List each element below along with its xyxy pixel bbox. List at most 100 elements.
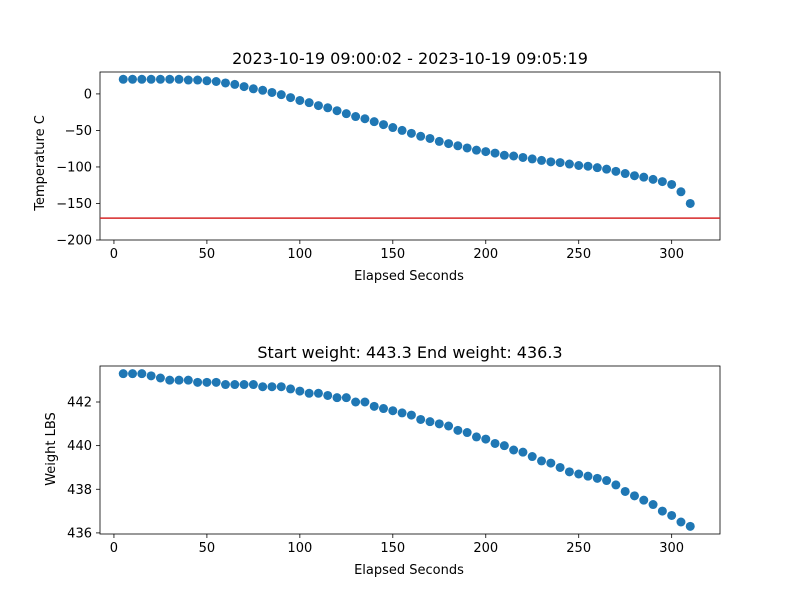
temperature-data-point — [388, 123, 398, 133]
temperature-data-point — [629, 171, 639, 181]
temperature-axis-ticks: 0 50 100 150 200 250 300 −200 −150 −100 −50 0 — [56, 87, 684, 262]
weight-x-tick-label: 150 — [380, 541, 405, 556]
temperature-data-point — [193, 75, 203, 85]
temperature-data-point — [146, 74, 156, 84]
temperature-data-point — [592, 163, 602, 173]
temperature-data-point — [648, 174, 658, 184]
weight-data-point — [323, 390, 333, 400]
temperature-data-point — [379, 120, 389, 130]
weight-data-point — [174, 375, 184, 385]
temperature-data-point — [546, 157, 556, 167]
weight-plot-ylabel: Weight LBS — [44, 412, 59, 486]
weight-data-point — [220, 380, 230, 390]
temperature-x-tick-label: 200 — [473, 247, 498, 262]
weight-data-point — [639, 495, 649, 505]
temperature-data-point — [174, 74, 184, 84]
temperature-y-tick-label: −200 — [56, 234, 92, 249]
weight-data-point — [546, 458, 556, 468]
temperature-data-point — [425, 133, 435, 143]
weight-plot: Start weight: 443.3 End weight: 436.3 El… — [44, 343, 721, 578]
temperature-y-tick-label: −50 — [65, 124, 92, 139]
temperature-data-point — [416, 131, 426, 141]
weight-data-point — [313, 388, 323, 398]
temperature-data-point — [620, 169, 630, 179]
weight-data-point — [369, 401, 379, 411]
temperature-axes-frame — [99, 71, 721, 241]
weight-data-point — [657, 506, 667, 516]
weight-data-point — [499, 441, 509, 451]
weight-data-point — [258, 382, 268, 392]
weight-data-point — [676, 517, 686, 527]
temperature-data-point — [276, 90, 286, 100]
temperature-data-point — [564, 159, 574, 169]
temperature-series — [100, 74, 720, 219]
weight-x-tick-label: 0 — [110, 541, 118, 556]
temperature-data-point — [518, 152, 528, 162]
temperature-plot-title: 2023-10-19 09:00:02 - 2023-10-19 09:05:1… — [232, 49, 588, 68]
weight-data-point — [360, 397, 370, 407]
weight-plot-xlabel: Elapsed Seconds — [354, 563, 464, 578]
weight-data-point — [118, 369, 128, 379]
weight-x-tick-label: 200 — [473, 541, 498, 556]
weight-data-point — [471, 432, 481, 442]
weight-data-point — [406, 410, 416, 420]
temperature-plot-ylabel: Temperature C — [33, 115, 48, 212]
temperature-data-point — [183, 75, 193, 85]
temperature-data-point — [657, 177, 667, 187]
temperature-data-point — [602, 164, 612, 174]
temperature-data-point — [509, 151, 519, 161]
temperature-data-point — [360, 114, 370, 124]
weight-data-point — [379, 404, 389, 414]
weight-data-point — [574, 469, 584, 479]
temperature-data-point — [667, 179, 677, 189]
weight-data-point — [332, 393, 342, 403]
temperature-data-point — [128, 74, 138, 84]
weight-y-tick-label: 436 — [67, 526, 92, 541]
weight-data-point — [276, 382, 286, 392]
weight-data-point — [202, 377, 212, 387]
weight-plot-title: Start weight: 443.3 End weight: 436.3 — [257, 343, 562, 362]
weight-y-tick-label: 440 — [67, 439, 92, 454]
weight-data-point — [230, 380, 240, 390]
weight-data-point — [602, 476, 612, 486]
weight-data-point — [267, 382, 277, 392]
temperature-data-point — [248, 84, 258, 94]
weight-data-point — [155, 373, 165, 383]
temperature-data-point — [444, 139, 454, 149]
temperature-x-tick-label: 250 — [566, 247, 591, 262]
temperature-data-point — [527, 154, 537, 164]
temperature-data-point — [434, 136, 444, 146]
temperature-y-tick-label: 0 — [84, 87, 92, 102]
temperature-data-point — [676, 187, 686, 197]
temperature-y-tick-label: −150 — [56, 197, 92, 212]
weight-data-point — [527, 452, 537, 462]
weight-data-point — [648, 500, 658, 510]
weight-x-tick-label: 50 — [199, 541, 216, 556]
temperature-data-point — [639, 172, 649, 182]
temperature-x-tick-label: 100 — [287, 247, 312, 262]
temperature-data-point — [453, 141, 463, 151]
temperature-data-point — [341, 109, 351, 119]
temperature-x-tick-label: 50 — [199, 247, 216, 262]
weight-data-point — [509, 445, 519, 455]
temperature-data-point — [220, 78, 230, 88]
temperature-data-point — [313, 101, 323, 111]
temperature-data-point — [239, 82, 249, 92]
weight-data-point — [481, 434, 491, 444]
weight-data-point — [555, 462, 565, 472]
temperature-data-point — [258, 85, 268, 95]
temperature-data-point — [332, 106, 342, 116]
temperature-data-point — [611, 166, 621, 176]
weight-data-point — [165, 375, 175, 385]
temperature-data-point — [137, 74, 147, 84]
temperature-data-point — [499, 150, 509, 160]
weight-data-point — [351, 397, 361, 407]
temperature-data-point — [583, 161, 593, 171]
weight-x-tick-label: 250 — [566, 541, 591, 556]
temperature-data-point — [155, 74, 165, 84]
weight-y-tick-label: 442 — [67, 396, 92, 411]
temperature-data-point — [537, 155, 547, 165]
temperature-data-point — [202, 76, 212, 86]
weight-x-tick-label: 100 — [287, 541, 312, 556]
